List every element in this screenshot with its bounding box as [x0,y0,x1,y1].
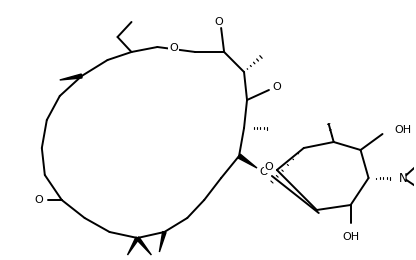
Text: O: O [169,43,178,53]
Text: O: O [215,17,223,27]
Polygon shape [159,232,166,252]
Text: O: O [265,162,273,172]
Text: O: O [260,167,268,177]
Polygon shape [127,237,139,255]
Polygon shape [136,237,151,255]
Text: O: O [35,195,43,205]
Text: O: O [272,82,281,92]
Text: OH: OH [342,232,359,242]
Polygon shape [60,74,82,80]
Polygon shape [238,154,257,168]
Text: N: N [399,172,407,185]
Text: OH: OH [394,125,411,135]
